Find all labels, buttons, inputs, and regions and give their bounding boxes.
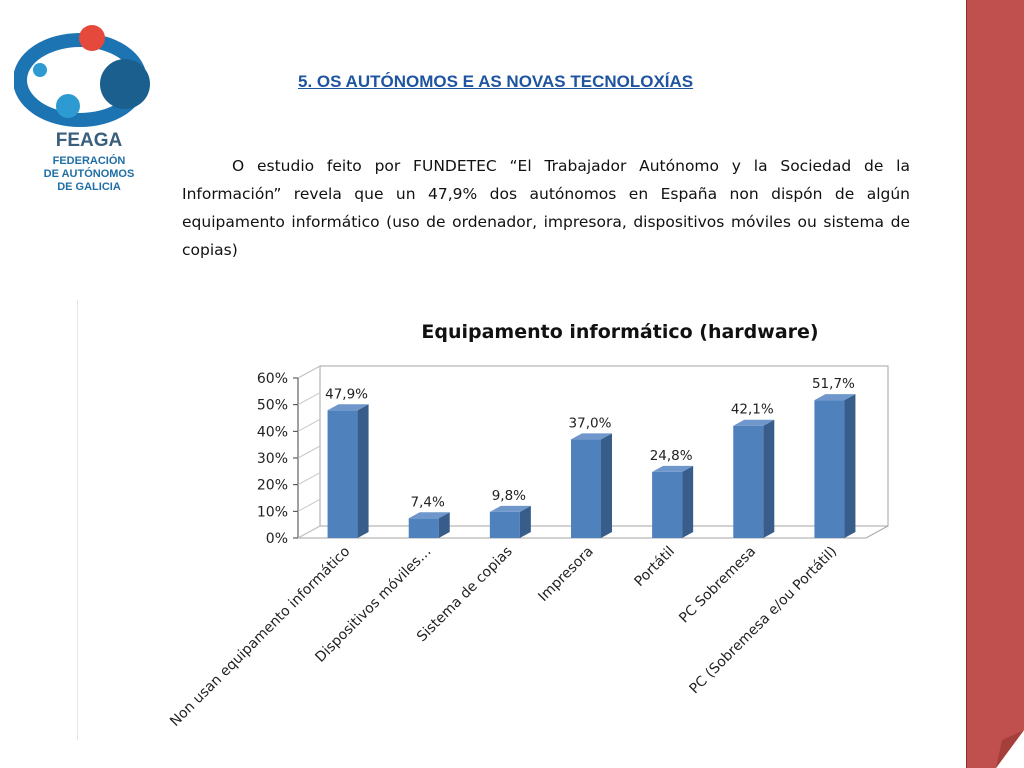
bar-side: [844, 394, 856, 538]
data-label: 37,0%: [569, 415, 612, 431]
category-label: PC Sobremesa: [676, 544, 759, 627]
feaga-logo: [14, 25, 150, 127]
y-tick-guide: [297, 445, 321, 459]
category-label: PC (Sobremesa e/ou Portátil): [687, 544, 841, 698]
body-paragraph: O estudio feito por FUNDETEC “El Trabaja…: [182, 157, 910, 259]
chart-title: Equipamento informático (hardware): [421, 321, 818, 343]
y-tick-label: 40%: [257, 424, 288, 440]
bar-side: [519, 505, 531, 538]
bar-side: [682, 465, 694, 538]
bar-side: [763, 419, 775, 538]
y-tick-guide: [297, 365, 321, 379]
slide-title: 5. OS AUTÓNOMOS E AS NOVAS TECNOLOXÍAS: [298, 72, 694, 91]
bar-side: [438, 512, 450, 538]
bar-front: [327, 410, 358, 538]
logo-big-dot: [100, 59, 150, 109]
logo-small-dot: [56, 94, 80, 118]
y-tick-label: 20%: [257, 478, 288, 494]
y-tick-label: 10%: [257, 504, 288, 520]
bar-front: [570, 439, 602, 538]
logo-line-2: DE AUTÓNOMOS: [43, 168, 135, 180]
data-label: 51,7%: [812, 376, 855, 392]
bar-top: [733, 419, 775, 426]
left-divider: [77, 300, 78, 740]
bar-front: [733, 425, 764, 538]
y-tick-guide: [297, 392, 321, 406]
bar-side: [601, 433, 613, 538]
bar-side: [357, 404, 369, 538]
hardware-chart: 0% 10% 20% 30% 40% 50% 60% 47,9% Non usan equipa…: [167, 321, 889, 730]
data-label: 42,1%: [731, 402, 774, 418]
bar-top: [570, 433, 613, 440]
bar-front: [489, 511, 520, 538]
data-label: 24,8%: [650, 448, 693, 464]
bar-top: [489, 505, 531, 512]
bar-front: [652, 471, 683, 538]
bar-front: [814, 400, 845, 538]
side-panel: [966, 0, 1024, 768]
data-label: 47,9%: [325, 386, 368, 402]
bar-top: [408, 512, 450, 519]
logo-line-1: FEDERACIÓN: [52, 155, 126, 167]
y-tick-guide: [297, 418, 321, 432]
y-tick-label: 30%: [257, 451, 288, 467]
category-label: Portátil: [632, 544, 678, 590]
logo-line-3: DE GALICIA: [57, 181, 121, 193]
logo-name: FEAGA: [55, 130, 123, 151]
bar-top: [814, 394, 856, 401]
y-tick-label: 60%: [257, 371, 288, 387]
category-label: Impresora: [535, 544, 596, 605]
y-tick-guide: [297, 472, 321, 486]
category-label: Non usan equipamento informático: [167, 544, 353, 730]
y-tick-label: 50%: [257, 398, 288, 414]
logo-tiny-dot: [33, 63, 47, 77]
bar-front: [408, 518, 439, 538]
chart-bars: [327, 394, 856, 538]
page-curl-fold: [996, 730, 1024, 768]
page-curl: [996, 730, 1024, 768]
bar-top: [327, 404, 369, 411]
data-label: 7,4%: [411, 494, 445, 510]
data-label: 9,8%: [492, 488, 526, 504]
bar-top: [652, 465, 694, 472]
y-tick-guide: [297, 498, 321, 512]
y-tick-label: 0%: [266, 531, 288, 547]
logo-red-dot: [79, 25, 105, 51]
y-tick-guide: [297, 525, 321, 539]
